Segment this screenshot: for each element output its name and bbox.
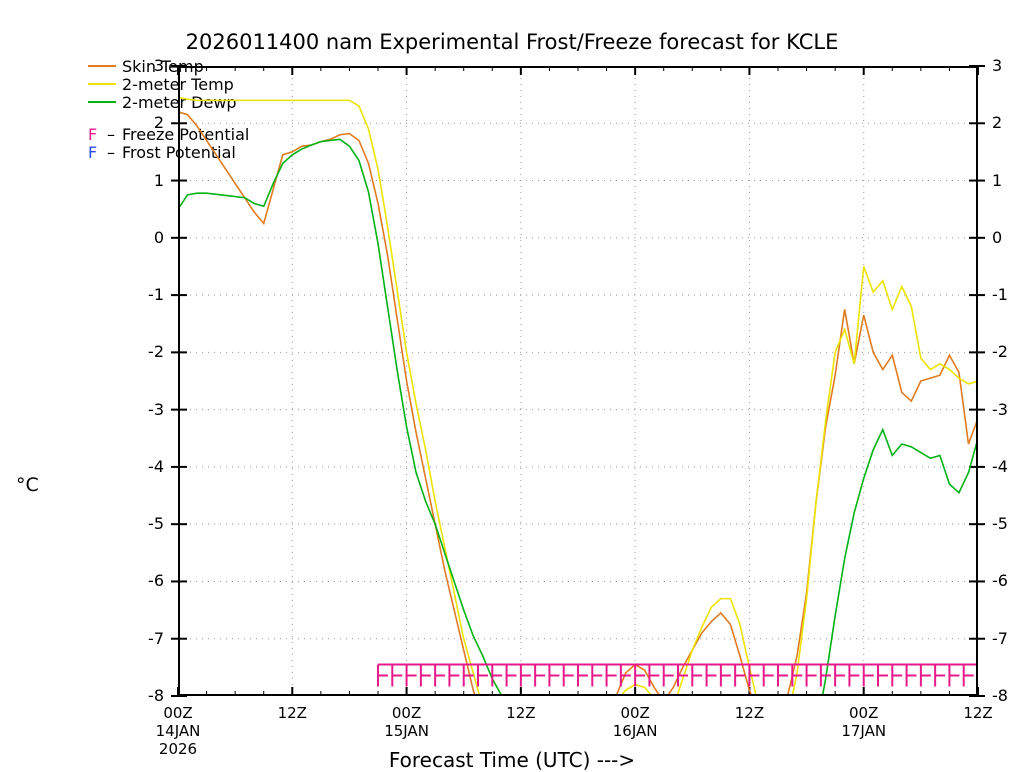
y-tick-label-right: -5 xyxy=(992,514,1008,534)
x-tick-label: 00Z 15JAN xyxy=(372,704,442,740)
legend-item-freeze-potential: F – Freeze Potential xyxy=(88,126,418,144)
x-tick-year: 2026 xyxy=(158,740,198,758)
plot-frame xyxy=(178,66,978,696)
legend-item-label: 2-meter Temp xyxy=(122,75,234,94)
freeze-potential-band xyxy=(377,663,978,687)
y-tick-label: -4 xyxy=(148,456,164,476)
x-tick-label: 12Z xyxy=(257,704,327,722)
y-tick-label: -5 xyxy=(148,514,164,534)
y-tick-label: 1 xyxy=(153,170,164,190)
x-tick-time: 12Z xyxy=(963,704,993,722)
y-tick-label-right: -4 xyxy=(992,456,1008,476)
page-title: 2026011400 nam Experimental Frost/Freeze… xyxy=(185,30,839,54)
x-tick-time: 12Z xyxy=(506,704,536,722)
series-line-2-meter-dewp xyxy=(178,138,978,696)
x-tick-label: 00Z 14JAN 2026 xyxy=(143,704,213,758)
x-tick-date: 14JAN xyxy=(155,722,201,740)
y-tick-label-right: -7 xyxy=(992,628,1008,648)
y-tick-label-right: -6 xyxy=(992,571,1008,591)
y-tick-label-right: 1 xyxy=(992,170,1003,190)
y-tick-label: -1 xyxy=(148,285,164,305)
series-line-2-meter-temp xyxy=(178,96,978,696)
y-tick-label: 0 xyxy=(153,227,164,247)
legend-item-skin-temp: Skin Temp xyxy=(88,58,418,76)
legend-dash: – xyxy=(107,125,115,144)
legend-item-label: Skin Temp xyxy=(122,57,204,76)
legend-marker-letter: F xyxy=(88,143,98,162)
legend: Skin Temp 2-meter Temp 2-meter Dewp F – Freez… xyxy=(88,58,418,162)
x-axis-label: Forecast Time (UTC) ---> xyxy=(388,748,636,772)
x-tick-time: 12Z xyxy=(277,704,307,722)
y-tick-label-right: -1 xyxy=(992,285,1008,305)
legend-dash: – xyxy=(107,143,115,162)
legend-marker-letter: F xyxy=(88,125,98,144)
x-tick-label: 00Z 16JAN xyxy=(600,704,670,740)
legend-item-2-meter-temp: 2-meter Temp xyxy=(88,76,418,94)
y-tick-label: 2 xyxy=(153,113,164,133)
y-tick-label-right: 2 xyxy=(992,113,1003,133)
x-tick-label: 12Z xyxy=(943,704,1013,722)
legend-line-swatch xyxy=(88,101,116,103)
y-tick-label: -7 xyxy=(148,628,164,648)
x-tick-time: 00Z xyxy=(620,704,650,722)
y-tick-label: -2 xyxy=(148,342,164,362)
y-tick-label: 3 xyxy=(153,56,164,75)
legend-line-swatch xyxy=(88,65,116,67)
legend-item-label: Freeze Potential xyxy=(122,125,250,144)
x-tick-date: 17JAN xyxy=(841,722,887,740)
y-tick-label-right: -2 xyxy=(992,342,1008,362)
y-tick-label-right: 3 xyxy=(992,56,1003,75)
y-tick-label: -3 xyxy=(148,399,164,419)
y-tick-label-right: -3 xyxy=(992,399,1008,419)
x-tick-time: 00Z xyxy=(391,704,422,722)
y-tick-label: -8 xyxy=(148,686,164,705)
x-tick-time: 00Z xyxy=(849,704,879,722)
x-tick-date: 15JAN xyxy=(384,722,429,740)
x-tick-date: 16JAN xyxy=(612,722,658,740)
y-tick-label-right: -8 xyxy=(992,686,1008,705)
x-tick-time: 00Z xyxy=(163,704,193,722)
y-tick-label-right: 0 xyxy=(992,227,1003,247)
legend-line-swatch xyxy=(88,83,116,85)
x-tick-time: 12Z xyxy=(734,704,765,722)
x-tick-label: 12Z xyxy=(486,704,556,722)
y-axis-label: °C xyxy=(16,474,39,496)
y-tick-label: -6 xyxy=(148,571,164,591)
x-tick-label: 00Z 17JAN xyxy=(829,704,899,740)
x-tick-label: 12Z xyxy=(714,704,784,722)
